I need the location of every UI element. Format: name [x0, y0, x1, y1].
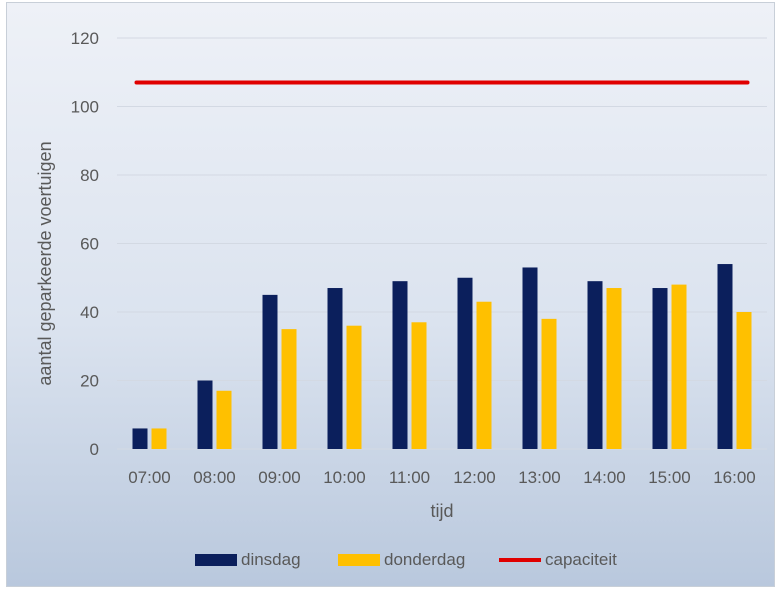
x-tick-label: 07:00 [128, 468, 171, 487]
bars [132, 264, 752, 449]
legend-label-donderdag: donderdag [384, 550, 465, 569]
bar-donderdag-0700 [151, 428, 167, 449]
x-tick-label: 15:00 [648, 468, 691, 487]
y-tick-label: 100 [71, 98, 99, 117]
y-tick-label: 0 [90, 440, 99, 459]
bar-dinsdag-1500 [652, 288, 668, 449]
bar-donderdag-1100 [411, 322, 427, 449]
legend-swatch-dinsdag [195, 554, 237, 566]
y-axis-ticks: 0 20 40 60 80 100 120 [71, 29, 99, 459]
x-tick-label: 10:00 [323, 468, 366, 487]
bar-dinsdag-1100 [392, 281, 408, 449]
legend-label-capaciteit: capaciteit [545, 550, 617, 569]
bar-dinsdag-1300 [522, 267, 538, 449]
x-axis-title: tijd [430, 501, 453, 521]
legend-swatch-donderdag [338, 554, 380, 566]
y-tick-label: 60 [80, 235, 99, 254]
bar-donderdag-1500 [671, 284, 687, 449]
y-tick-label: 20 [80, 372, 99, 391]
y-axis-title: aantal geparkeerde voertuigen [35, 141, 55, 385]
x-tick-label: 14:00 [583, 468, 626, 487]
x-tick-label: 12:00 [453, 468, 496, 487]
bar-dinsdag-0800 [197, 380, 213, 449]
bar-dinsdag-1600 [717, 264, 733, 449]
bar-donderdag-0800 [216, 390, 232, 449]
y-tick-label: 40 [80, 303, 99, 322]
gridlines [117, 37, 767, 450]
bar-dinsdag-1200 [457, 277, 473, 449]
bar-donderdag-0900 [281, 329, 297, 449]
bar-donderdag-1000 [346, 325, 362, 449]
bar-dinsdag-1400 [587, 281, 603, 449]
bar-donderdag-1200 [476, 301, 492, 449]
x-tick-label: 08:00 [193, 468, 236, 487]
x-tick-label: 11:00 [389, 468, 430, 487]
x-tick-label: 09:00 [258, 468, 301, 487]
legend-label-dinsdag: dinsdag [241, 550, 301, 569]
bar-dinsdag-0900 [262, 294, 278, 449]
legend: dinsdag donderdag capaciteit [195, 550, 617, 569]
y-tick-label: 120 [71, 29, 99, 48]
x-axis-ticks: 07:00 08:00 09:00 10:00 11:00 12:00 13:00 14:00… [128, 468, 756, 487]
bar-donderdag-1300 [541, 318, 557, 449]
bar-dinsdag-1000 [327, 288, 343, 449]
x-tick-label: 16:00 [713, 468, 756, 487]
bar-donderdag-1400 [606, 288, 622, 449]
x-tick-label: 13:00 [518, 468, 561, 487]
bar-dinsdag-0700 [132, 428, 148, 449]
bar-chart: 0 20 40 60 80 100 120 07:00 08:00 09:00 10:00 11:0… [35, 29, 767, 569]
y-tick-label: 80 [80, 166, 99, 185]
chart-area: 0 20 40 60 80 100 120 07:00 08:00 09:00 10:00 11:0… [6, 2, 775, 587]
bar-donderdag-1600 [736, 312, 752, 449]
